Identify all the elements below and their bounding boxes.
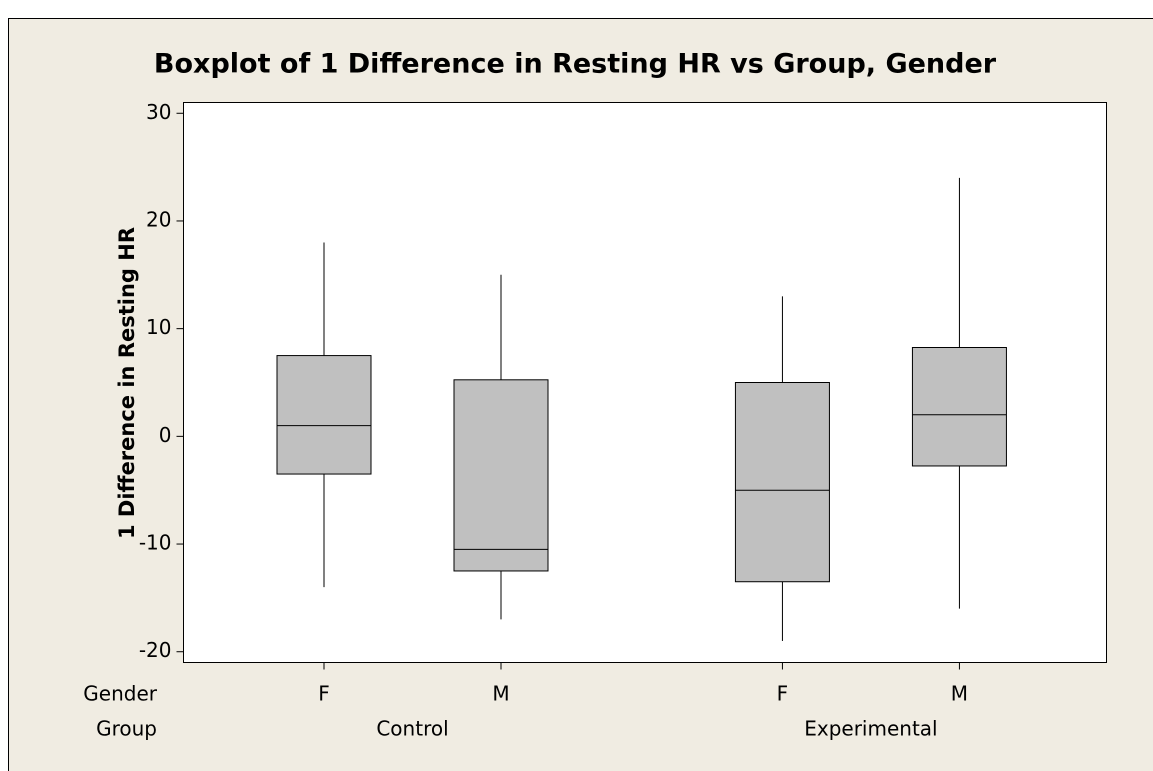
box <box>276 355 372 475</box>
y-axis-label: 1 Difference in Resting HR <box>115 227 139 539</box>
x-row-label: Gender <box>83 682 157 706</box>
y-tick-label: 20 <box>146 207 171 231</box>
group-label: Experimental <box>804 717 937 741</box>
box <box>734 382 830 583</box>
y-tick-label: -20 <box>139 638 172 662</box>
y-tick-label: 0 <box>159 423 172 447</box>
group-label: Control <box>376 717 448 741</box>
x-tick-label: F <box>318 682 330 706</box>
y-tick-label: 30 <box>146 100 171 124</box>
x-tick-label: F <box>777 682 789 706</box>
chart-title: Boxplot of 1 Difference in Resting HR vs… <box>154 49 997 80</box>
x-tick-label: M <box>492 682 509 706</box>
y-tick-label: 10 <box>146 315 171 339</box>
box <box>911 347 1007 467</box>
x-row-label: Group <box>96 717 157 741</box>
y-tick-label: -10 <box>139 531 172 555</box>
x-tick-label: M <box>951 682 968 706</box>
box <box>453 379 549 572</box>
